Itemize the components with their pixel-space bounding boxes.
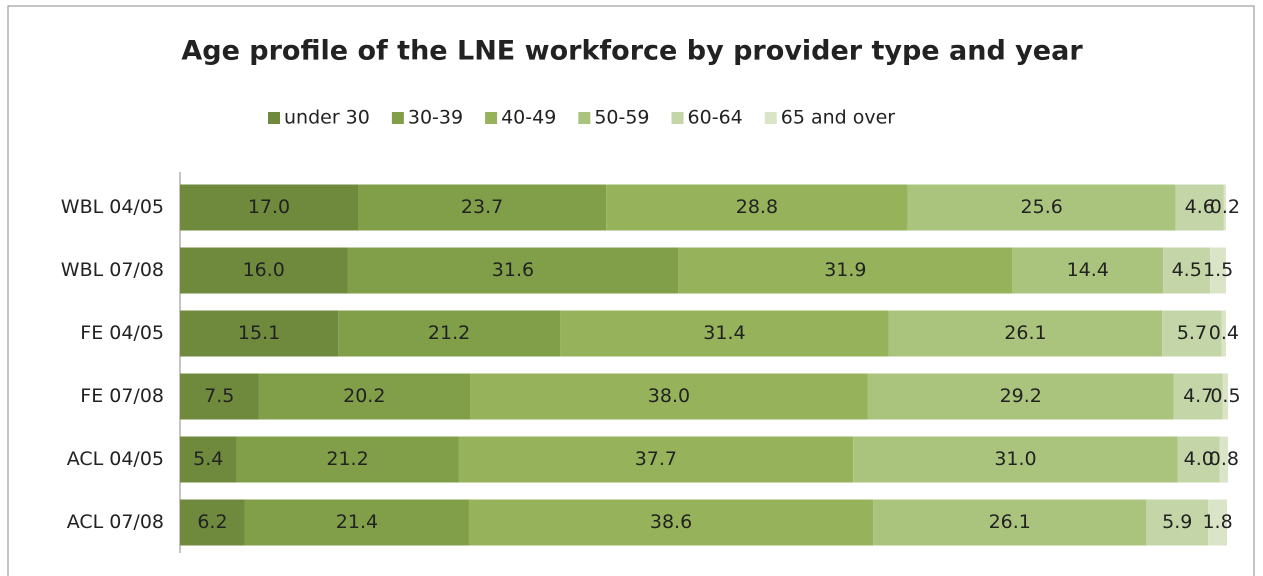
data-label: 28.8 — [736, 196, 778, 218]
legend-swatch — [391, 112, 404, 124]
bar-segment — [678, 247, 1013, 294]
data-label: 0.5 — [1210, 385, 1240, 407]
bar-segment — [888, 310, 1163, 357]
data-label: 4.6 — [1185, 196, 1215, 218]
y-tick-label: WBL 04/05 — [61, 196, 164, 218]
bar-segment — [338, 310, 561, 357]
data-label: 21.2 — [326, 448, 368, 470]
bar-segment — [258, 373, 471, 420]
y-tick-label: ACL 04/05 — [67, 448, 164, 470]
data-label: 37.7 — [635, 448, 677, 470]
data-label: 31.0 — [994, 448, 1036, 470]
y-tick-label: ACL 07/08 — [67, 511, 164, 533]
bar-segment — [236, 436, 459, 483]
data-label: 25.6 — [1021, 196, 1063, 218]
legend-swatch — [268, 112, 280, 124]
bar-segment — [470, 373, 868, 420]
data-label: 4.5 — [1172, 259, 1202, 281]
data-label: 6.2 — [197, 511, 227, 533]
bar-segment — [180, 436, 237, 483]
bar-segment — [180, 247, 348, 294]
chart-title: Age profile of the LNE workforce by prov… — [181, 36, 1083, 67]
data-label: 20.2 — [343, 385, 385, 407]
data-label: 29.2 — [1000, 385, 1042, 407]
data-label: 0.8 — [1209, 448, 1239, 470]
data-label: 7.5 — [204, 385, 234, 407]
bar-segment — [560, 310, 889, 357]
data-label: 23.7 — [461, 196, 503, 218]
bar-segment — [1223, 184, 1226, 231]
data-label: 31.9 — [824, 259, 866, 281]
data-label: 4.0 — [1184, 448, 1214, 470]
bar-segment — [180, 373, 259, 420]
data-label: 5.9 — [1162, 511, 1192, 533]
bar-segment — [1146, 499, 1209, 546]
bar-segment — [1175, 184, 1224, 231]
data-label: 21.4 — [336, 511, 378, 533]
data-label: 31.4 — [703, 322, 745, 344]
bar-segment — [867, 373, 1174, 420]
bar-segment — [458, 436, 854, 483]
legend-swatch — [671, 112, 684, 124]
bar-segment — [1162, 310, 1222, 357]
data-label: 16.0 — [243, 259, 285, 281]
data-label: 0.2 — [1210, 196, 1240, 218]
bar-segment — [1177, 436, 1220, 483]
legend-label: 50-59 — [594, 107, 649, 129]
bar-segment — [1173, 373, 1223, 420]
bar-segment — [907, 184, 1176, 231]
data-label: 15.1 — [238, 322, 280, 344]
data-label: 17.0 — [248, 196, 290, 218]
legend-swatch — [485, 112, 498, 124]
legend-swatch — [578, 112, 591, 124]
data-label: 1.8 — [1202, 511, 1232, 533]
bar-segment — [180, 184, 358, 231]
bar-segment — [347, 247, 679, 294]
bar-segment — [1219, 436, 1229, 483]
data-label: 1.5 — [1203, 259, 1233, 281]
data-label: 5.7 — [1177, 322, 1207, 344]
data-label: 0.4 — [1209, 322, 1239, 344]
data-label: 38.0 — [648, 385, 690, 407]
bar-segment — [853, 436, 1178, 483]
data-label: 5.4 — [193, 448, 223, 470]
data-label: 26.1 — [989, 511, 1031, 533]
legend-label: 30-39 — [408, 107, 463, 129]
bar-segment — [1012, 247, 1164, 294]
bar-segment — [357, 184, 607, 231]
legend-swatch — [764, 112, 777, 124]
legend-label: 65 and over — [781, 107, 896, 129]
bar-segment — [1163, 247, 1211, 294]
bar-segment — [180, 499, 245, 546]
data-label: 14.4 — [1067, 259, 1109, 281]
legend-label: under 30 — [284, 107, 370, 129]
data-label: 4.7 — [1183, 385, 1213, 407]
data-label: 38.6 — [650, 511, 692, 533]
bar-segment — [1210, 247, 1226, 294]
bar-segment — [1208, 499, 1227, 546]
data-label: 31.6 — [492, 259, 534, 281]
bar-segment — [1222, 373, 1229, 420]
legend-label: 60-64 — [688, 107, 743, 129]
legend-label: 40-49 — [501, 107, 556, 129]
y-tick-label: FE 04/05 — [80, 322, 164, 344]
bar-segment — [468, 499, 874, 546]
data-label: 21.2 — [428, 322, 470, 344]
bar-segment — [180, 310, 339, 357]
y-tick-label: WBL 07/08 — [61, 259, 164, 281]
bar-segment — [244, 499, 469, 546]
data-label: 26.1 — [1004, 322, 1046, 344]
bar-segment — [873, 499, 1147, 546]
bar-segment — [1221, 310, 1226, 357]
bar-segment — [606, 184, 908, 231]
y-tick-label: FE 07/08 — [80, 385, 164, 407]
